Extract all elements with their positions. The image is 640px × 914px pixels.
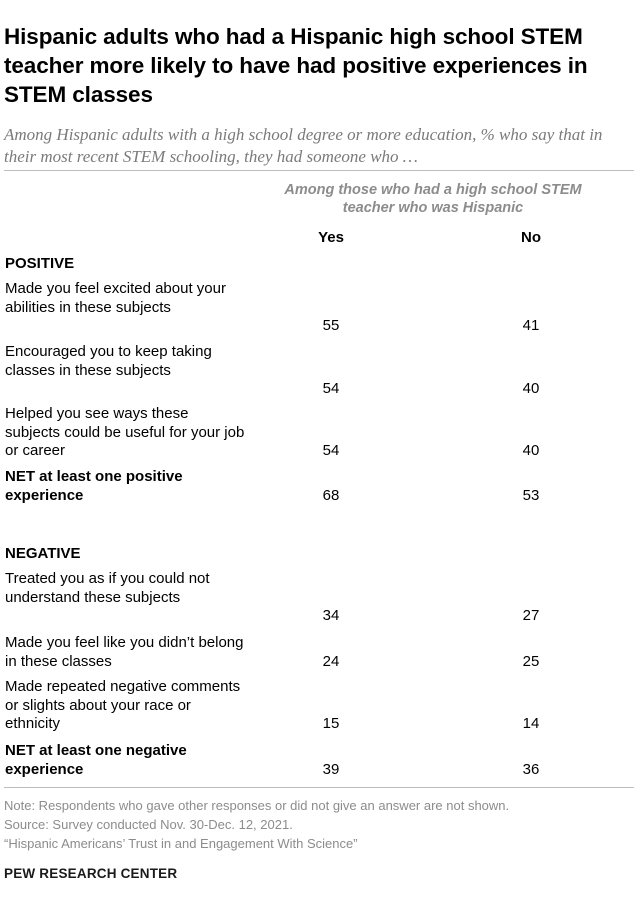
report-title: “Hispanic Americans’ Trust in and Engage…	[4, 836, 358, 851]
column-header-no: No	[521, 229, 541, 246]
value-no: 27	[522, 607, 540, 624]
value-yes: 15	[322, 715, 340, 732]
section-positive: POSITIVE	[5, 255, 75, 272]
value-no: 25	[522, 653, 540, 670]
source-text: Source: Survey conducted Nov. 30-Dec. 12…	[4, 817, 293, 832]
net-positive-label: NET at least one positive experience	[5, 468, 183, 504]
net-negative-label: NET at least one negative experience	[5, 742, 187, 778]
row-label: Encouraged you to keep taking classes in…	[5, 343, 212, 379]
org-name: PEW RESEARCH CENTER	[4, 866, 178, 881]
row-label: Treated you as if you could not understa…	[5, 570, 210, 606]
net-positive-no: 53	[522, 487, 540, 504]
group-header: Among those who had a high school STEM t…	[284, 182, 582, 216]
row-label: Made you feel like you didn’t belong in …	[5, 634, 244, 670]
note-text: Note: Respondents who gave other respons…	[4, 798, 510, 813]
bottom-divider	[4, 787, 634, 788]
value-no: 41	[522, 317, 540, 334]
value-no: 14	[522, 715, 540, 732]
net-negative-yes: 39	[322, 761, 340, 778]
top-divider	[4, 170, 634, 171]
chart-subtitle: Among Hispanic adults with a high school…	[4, 125, 603, 166]
value-yes: 55	[322, 317, 340, 334]
net-negative-no: 36	[522, 761, 540, 778]
value-no: 40	[522, 442, 540, 459]
column-header-yes: Yes	[318, 229, 344, 246]
row-label: Made repeated negative comments or sligh…	[5, 678, 241, 732]
net-positive-yes: 68	[322, 487, 340, 504]
value-yes: 54	[322, 380, 340, 397]
value-yes: 34	[322, 607, 340, 624]
section-negative: NEGATIVE	[5, 545, 81, 562]
value-yes: 24	[322, 653, 340, 670]
value-no: 40	[522, 380, 540, 397]
row-label: Made you feel excited about your abiliti…	[5, 280, 226, 316]
value-yes: 54	[322, 442, 340, 459]
chart-title: Hispanic adults who had a Hispanic high …	[4, 24, 588, 107]
row-label: Helped you see ways these subjects could…	[5, 405, 245, 459]
